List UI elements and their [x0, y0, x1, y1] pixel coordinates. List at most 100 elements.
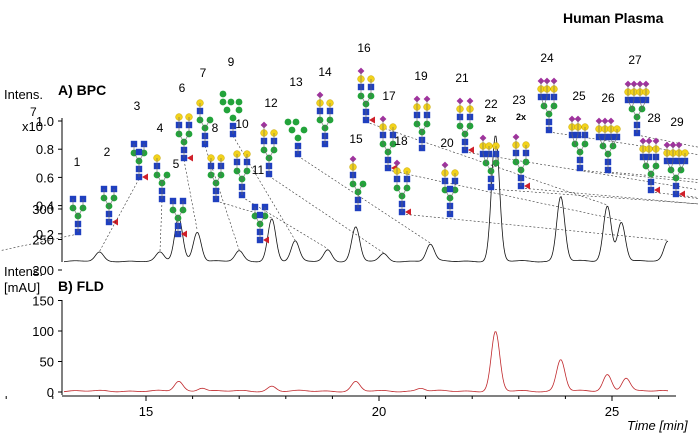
mannose-circle	[292, 118, 300, 126]
fucose-triangle	[654, 186, 660, 194]
glycan-bond	[357, 183, 364, 193]
glycan-bond	[459, 125, 466, 135]
glycan-bond	[490, 162, 497, 172]
glycan-bond	[627, 99, 633, 110]
glycan-bond	[464, 125, 471, 135]
glycan-bond	[485, 153, 490, 164]
peak-number: 15	[349, 132, 363, 146]
fucose-triangle	[679, 190, 685, 198]
glycan-bond	[319, 119, 326, 129]
glycan-bond	[199, 119, 206, 129]
glycan-bond	[670, 169, 677, 179]
glcnac-square	[256, 211, 264, 219]
fucose-triangle	[524, 182, 530, 190]
bpc-y-exponent-base: x10	[22, 119, 43, 134]
bpc-trace	[63, 135, 669, 263]
peak-leader	[297, 155, 431, 244]
glycan-structure	[175, 113, 193, 162]
glycan-structure	[207, 154, 225, 203]
glycan-structure	[441, 161, 459, 218]
fld-trace	[63, 331, 669, 393]
mannose-circle	[219, 90, 227, 98]
glycan-bond	[650, 165, 657, 175]
glycan-bond	[254, 215, 261, 225]
peak-number: 16	[357, 41, 371, 55]
fucose-triangle	[468, 146, 474, 154]
x-tick-label: 20	[372, 404, 386, 419]
glycan-bond	[210, 174, 217, 184]
glycan-bond	[598, 136, 604, 147]
peak-number: 9	[228, 55, 235, 69]
bpc-y-exponent: 7	[30, 105, 37, 119]
glycan-bond	[72, 207, 79, 217]
peak-number: 5	[173, 157, 180, 171]
bpc-y-tick-label: 0.4	[36, 199, 54, 214]
peak-number: 11	[252, 163, 265, 177]
glycan-structure	[479, 134, 500, 191]
peak-leader	[650, 191, 698, 198]
glycan-structure	[130, 140, 148, 181]
glycan-bond	[178, 133, 185, 143]
mannose-circle	[227, 98, 235, 106]
bpc-y-tick-label: 1.0	[36, 114, 54, 129]
glycan-bond	[236, 170, 243, 180]
peak-number: 23	[512, 93, 526, 107]
peak-leader	[365, 121, 608, 206]
x-ticks: 1520253035	[5, 396, 660, 419]
peak-leader	[387, 169, 622, 221]
fld-y-label: Intens.	[4, 264, 43, 279]
glycan-bond	[579, 143, 586, 153]
fld-y-tick-label: 250	[32, 233, 54, 248]
glycan-bond	[156, 174, 163, 184]
bpc-y-ticks: 0.2 0.4 0.6 0.8 1.0	[36, 114, 62, 242]
glycan-bond	[678, 160, 682, 171]
peak-number: 20	[440, 136, 454, 150]
glycan-bond	[639, 99, 643, 110]
glycan-bond	[259, 215, 266, 225]
glycan-bond	[161, 174, 168, 184]
glycan-bond	[610, 136, 614, 147]
glycan-bond	[444, 189, 451, 199]
glycan-bond	[365, 95, 372, 105]
fld-y-tick-label: 0	[47, 385, 54, 400]
glycan-bond	[263, 149, 270, 159]
peak-number: 17	[382, 89, 396, 103]
glycan-structure	[379, 115, 397, 172]
glycan-bond	[670, 160, 674, 171]
glycan-structure	[196, 99, 214, 148]
glycan-bond	[602, 145, 609, 155]
x-tick-label: 25	[605, 404, 619, 419]
glycan-bond	[645, 165, 652, 175]
peak-number: 29	[670, 115, 684, 129]
fucose-triangle	[405, 208, 411, 216]
peak-number: 22	[484, 97, 498, 111]
peak-leader	[183, 159, 198, 231]
glycan-bond	[602, 136, 606, 147]
glycan-structure	[568, 115, 589, 172]
peak-number: 1	[74, 155, 81, 169]
peak-leader	[675, 195, 698, 199]
glycan-structure	[153, 154, 171, 203]
glycan-structure	[537, 77, 558, 134]
bpc-panel-title: A) BPC	[58, 82, 106, 98]
glycan-structure	[169, 197, 187, 238]
mannose-circle	[294, 134, 302, 142]
glycan-bond	[401, 187, 408, 197]
glycan-structure	[100, 185, 118, 226]
glycan-structure	[69, 195, 87, 236]
glycan-bond	[482, 153, 487, 164]
mannose-circle	[288, 126, 296, 134]
bpc-y-tick-label: 0.6	[36, 170, 54, 185]
glycan-bond	[641, 99, 647, 110]
fld-y-tick-label: 100	[32, 324, 54, 339]
glycan-bond	[540, 96, 545, 107]
x-axis-label: Time [min]	[627, 418, 688, 433]
glycan-structure	[512, 133, 530, 190]
fucose-triangle	[263, 236, 269, 244]
peak-leader	[268, 175, 384, 254]
fld-y-tick-label: 300	[32, 202, 54, 217]
mannose-circle	[235, 106, 243, 114]
glycan-bond	[680, 160, 686, 171]
glycan-structure	[233, 150, 251, 199]
